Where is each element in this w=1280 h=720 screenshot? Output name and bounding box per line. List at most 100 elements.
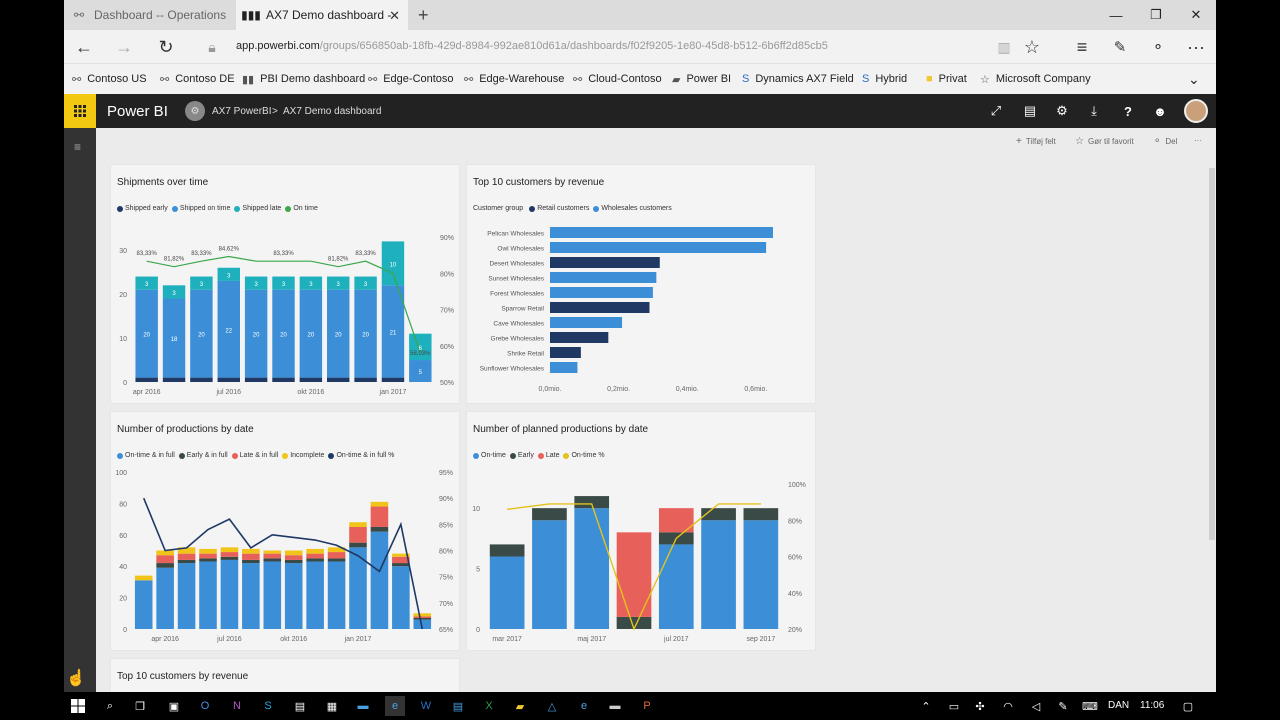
calculator-icon[interactable]: ▤ (294, 700, 306, 713)
legend-item[interactable]: On-time & in full % (328, 452, 394, 459)
bar-segment (327, 547, 346, 553)
legend-item[interactable]: Incomplete (282, 452, 324, 459)
chevron-down-icon[interactable]: ⌄ (1188, 70, 1200, 87)
share-button[interactable]: ⚬ Del (1153, 136, 1177, 147)
azure-icon[interactable]: △ (547, 700, 557, 713)
favorite-star-icon[interactable]: ☆ (1023, 36, 1041, 57)
tile-planned-productions[interactable]: Number of planned productions by date On… (466, 411, 816, 651)
favorite-item[interactable]: ▰ Power BI (672, 64, 731, 94)
forward-arrow-icon[interactable]: → (115, 36, 133, 57)
skype-icon[interactable]: S (264, 700, 272, 712)
comment-icon[interactable]: ▤ (1023, 103, 1037, 118)
word-icon[interactable]: W (420, 700, 432, 712)
download-icon[interactable]: ⤓ (1091, 103, 1097, 118)
legend-item[interactable]: Early (509, 452, 534, 459)
hub-icon[interactable]: ≡ (1076, 36, 1088, 57)
onenote-icon[interactable]: N (233, 700, 241, 712)
legend-item[interactable]: Shipped early (117, 205, 168, 212)
clock[interactable]: 11:06 (1140, 700, 1165, 711)
favorite-item[interactable]: ⚯ Edge-Contoso (368, 64, 454, 94)
close-tab-icon[interactable]: ✕ (389, 8, 400, 23)
outlook-icon[interactable]: O (200, 700, 210, 712)
legend-item[interactable]: On-time & in full (117, 452, 175, 459)
file-explorer-icon[interactable]: ▰ (515, 700, 525, 713)
settings-gear-icon[interactable]: ⚙ (1056, 103, 1068, 118)
reading-view-icon[interactable]: ▥ (997, 38, 1011, 55)
legend-item[interactable]: Early & in full (178, 452, 228, 459)
favorite-item[interactable]: S Dynamics AX7 Field (742, 64, 854, 94)
tile-top10-customers-2[interactable]: Top 10 customers by revenue (110, 658, 460, 692)
favorite-item[interactable]: ⚯ Cloud-Contoso (573, 64, 662, 94)
feedback-smiley-icon[interactable]: ☻ (1153, 103, 1167, 119)
favorite-item[interactable]: ⚯ Contoso DE (160, 64, 235, 94)
tab-dashboard-operations[interactable]: ⚯ Dashboard -- Operations (64, 0, 236, 30)
store-icon[interactable]: ▣ (168, 700, 180, 713)
help-icon[interactable]: ? (1124, 103, 1132, 119)
more-icon[interactable]: ··· (1187, 36, 1205, 57)
legend-item[interactable]: Shipped late (234, 205, 281, 212)
refresh-icon[interactable]: ↻ (158, 36, 174, 57)
fullscreen-icon[interactable]: ⤢ (990, 103, 1002, 118)
notifications-icon[interactable]: ▢ (1182, 700, 1194, 713)
ie-icon[interactable]: e (580, 700, 588, 712)
favorite-button[interactable]: ☆ Gør til favorit (1075, 136, 1134, 147)
share-icon[interactable]: ⚬ (1151, 39, 1165, 56)
legend-item[interactable]: On-time (473, 452, 506, 459)
tray-chevron-up-icon[interactable]: ⌃ (921, 700, 931, 713)
favorite-item[interactable]: ⚯ Contoso US (72, 64, 147, 94)
windows-start-icon[interactable] (68, 696, 88, 716)
app-title[interactable]: Power BI (107, 103, 168, 120)
close-window-icon[interactable]: ✕ (1190, 7, 1202, 22)
legend-item[interactable]: On time (285, 205, 318, 212)
legend-item[interactable]: Late & in full (231, 452, 278, 459)
web-note-icon[interactable]: ✎ (1113, 39, 1127, 56)
app-launcher-icon[interactable] (64, 94, 96, 128)
app-icon[interactable]: ▬ (357, 700, 369, 712)
pen-icon[interactable]: ✎ (1058, 700, 1068, 713)
app-icon[interactable]: ▤ (452, 700, 464, 713)
app-icon[interactable]: ▦ (326, 700, 338, 713)
chart-legend: Customer group Retail customers Wholesales… (473, 205, 676, 212)
tile-shipments[interactable]: Shipments over time Shipped early Shipped… (110, 164, 460, 404)
tile-top10-customers[interactable]: Top 10 customers by revenue Customer gro… (466, 164, 816, 404)
breadcrumb-workspace[interactable]: AX7 PowerBI (212, 106, 272, 117)
battery-icon[interactable]: ▭ (948, 700, 960, 713)
app-tray-icon[interactable]: ✣ (975, 700, 985, 713)
favorite-item[interactable]: S Hybrid (862, 64, 907, 94)
new-tab-button[interactable]: + (418, 4, 429, 25)
add-tile-button[interactable]: + Tilføj felt (1016, 136, 1056, 147)
task-view-icon[interactable]: ❐ (135, 700, 145, 713)
powerpoint-icon[interactable]: P (643, 700, 651, 712)
more-options-icon[interactable]: ··· (1194, 136, 1202, 145)
scrollbar[interactable] (1209, 168, 1215, 540)
restore-icon[interactable]: ❐ (1150, 7, 1162, 22)
excel-icon[interactable]: X (485, 700, 493, 712)
bar-segment (489, 556, 525, 629)
back-arrow-icon[interactable]: ← (75, 36, 93, 57)
legend-item[interactable]: On-time % (563, 452, 605, 459)
edge-icon[interactable]: e (385, 696, 405, 716)
app-icon[interactable]: ▬ (609, 700, 621, 712)
x-tick-label: jul 2017 (663, 636, 689, 643)
legend-item[interactable]: Wholesales customers (593, 205, 672, 212)
legend-item[interactable]: Shipped on time (171, 205, 230, 212)
keyboard-icon[interactable]: ⌨ (1082, 700, 1098, 713)
volume-icon[interactable]: ◁ (1031, 700, 1041, 713)
avatar[interactable] (1184, 99, 1208, 123)
legend-item[interactable]: Retail customers (529, 205, 589, 212)
favorite-item[interactable]: ▮▮ PBI Demo dashboard (242, 64, 365, 94)
tab-ax7-demo[interactable]: ▮▮▮ AX7 Demo dashboard - ✕ (236, 0, 408, 30)
favorite-item[interactable]: ⚯ Edge-Warehouse (464, 64, 564, 94)
favorite-item[interactable]: ☆ Microsoft Company (980, 64, 1091, 94)
minimize-icon[interactable]: — (1109, 7, 1123, 23)
language-indicator[interactable]: DAN (1108, 700, 1130, 711)
bar-segment (413, 613, 432, 617)
hamburger-menu-icon[interactable]: ≡ (74, 140, 82, 154)
favorite-item[interactable]: ■ Privat (926, 64, 967, 94)
plus-icon: + (1016, 136, 1022, 147)
search-icon[interactable]: ⌕ (106, 699, 114, 712)
legend-item[interactable]: Late (537, 452, 559, 459)
tile-productions[interactable]: Number of productions by date On-time & … (110, 411, 460, 651)
url-field[interactable]: app.powerbi.com/groups/656850ab-18fb-429… (236, 40, 828, 52)
wifi-icon[interactable]: ◠ (1003, 700, 1013, 713)
